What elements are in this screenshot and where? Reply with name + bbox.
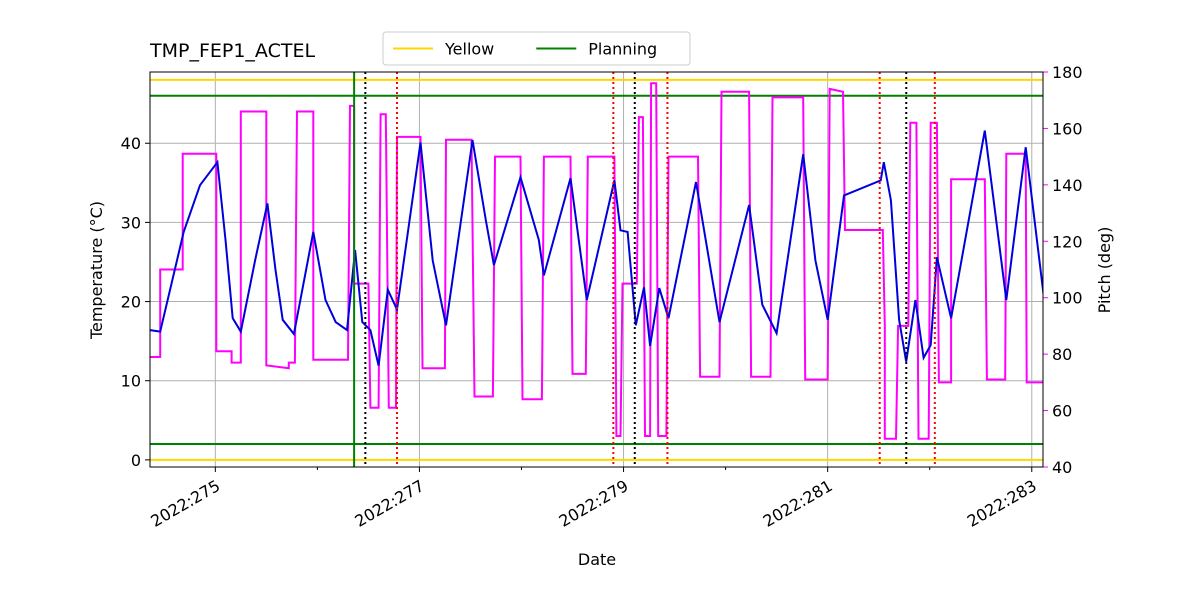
y2-axis-label: Pitch (deg) <box>1095 227 1114 314</box>
data-line <box>150 82 1043 440</box>
y2-tick-label: 80 <box>1052 345 1072 364</box>
y2-tick-label: 100 <box>1052 289 1083 308</box>
y2-tick-label: 40 <box>1052 458 1072 477</box>
plot-frame <box>149 71 1044 468</box>
y-tick-label: 10 <box>121 372 141 391</box>
legend-label: Planning <box>588 40 657 59</box>
y-tick-label: 0 <box>131 451 141 470</box>
y-tick-label: 20 <box>121 293 141 312</box>
y2-tick-label: 180 <box>1052 63 1083 82</box>
y-tick-label: 40 <box>121 134 141 153</box>
y2-tick-label: 160 <box>1052 119 1083 138</box>
chart-title: TMP_FEP1_ACTEL <box>149 40 315 62</box>
x-axis-label: Date <box>578 550 616 569</box>
legend-label: Yellow <box>444 40 494 59</box>
data-line <box>150 130 1043 366</box>
y2-tick-label: 140 <box>1052 176 1083 195</box>
y2-tick-label: 120 <box>1052 232 1083 251</box>
y-tick-label: 30 <box>121 213 141 232</box>
y-axis-label: Temperature (°C) <box>87 201 106 340</box>
y2-tick-label: 60 <box>1052 402 1072 421</box>
